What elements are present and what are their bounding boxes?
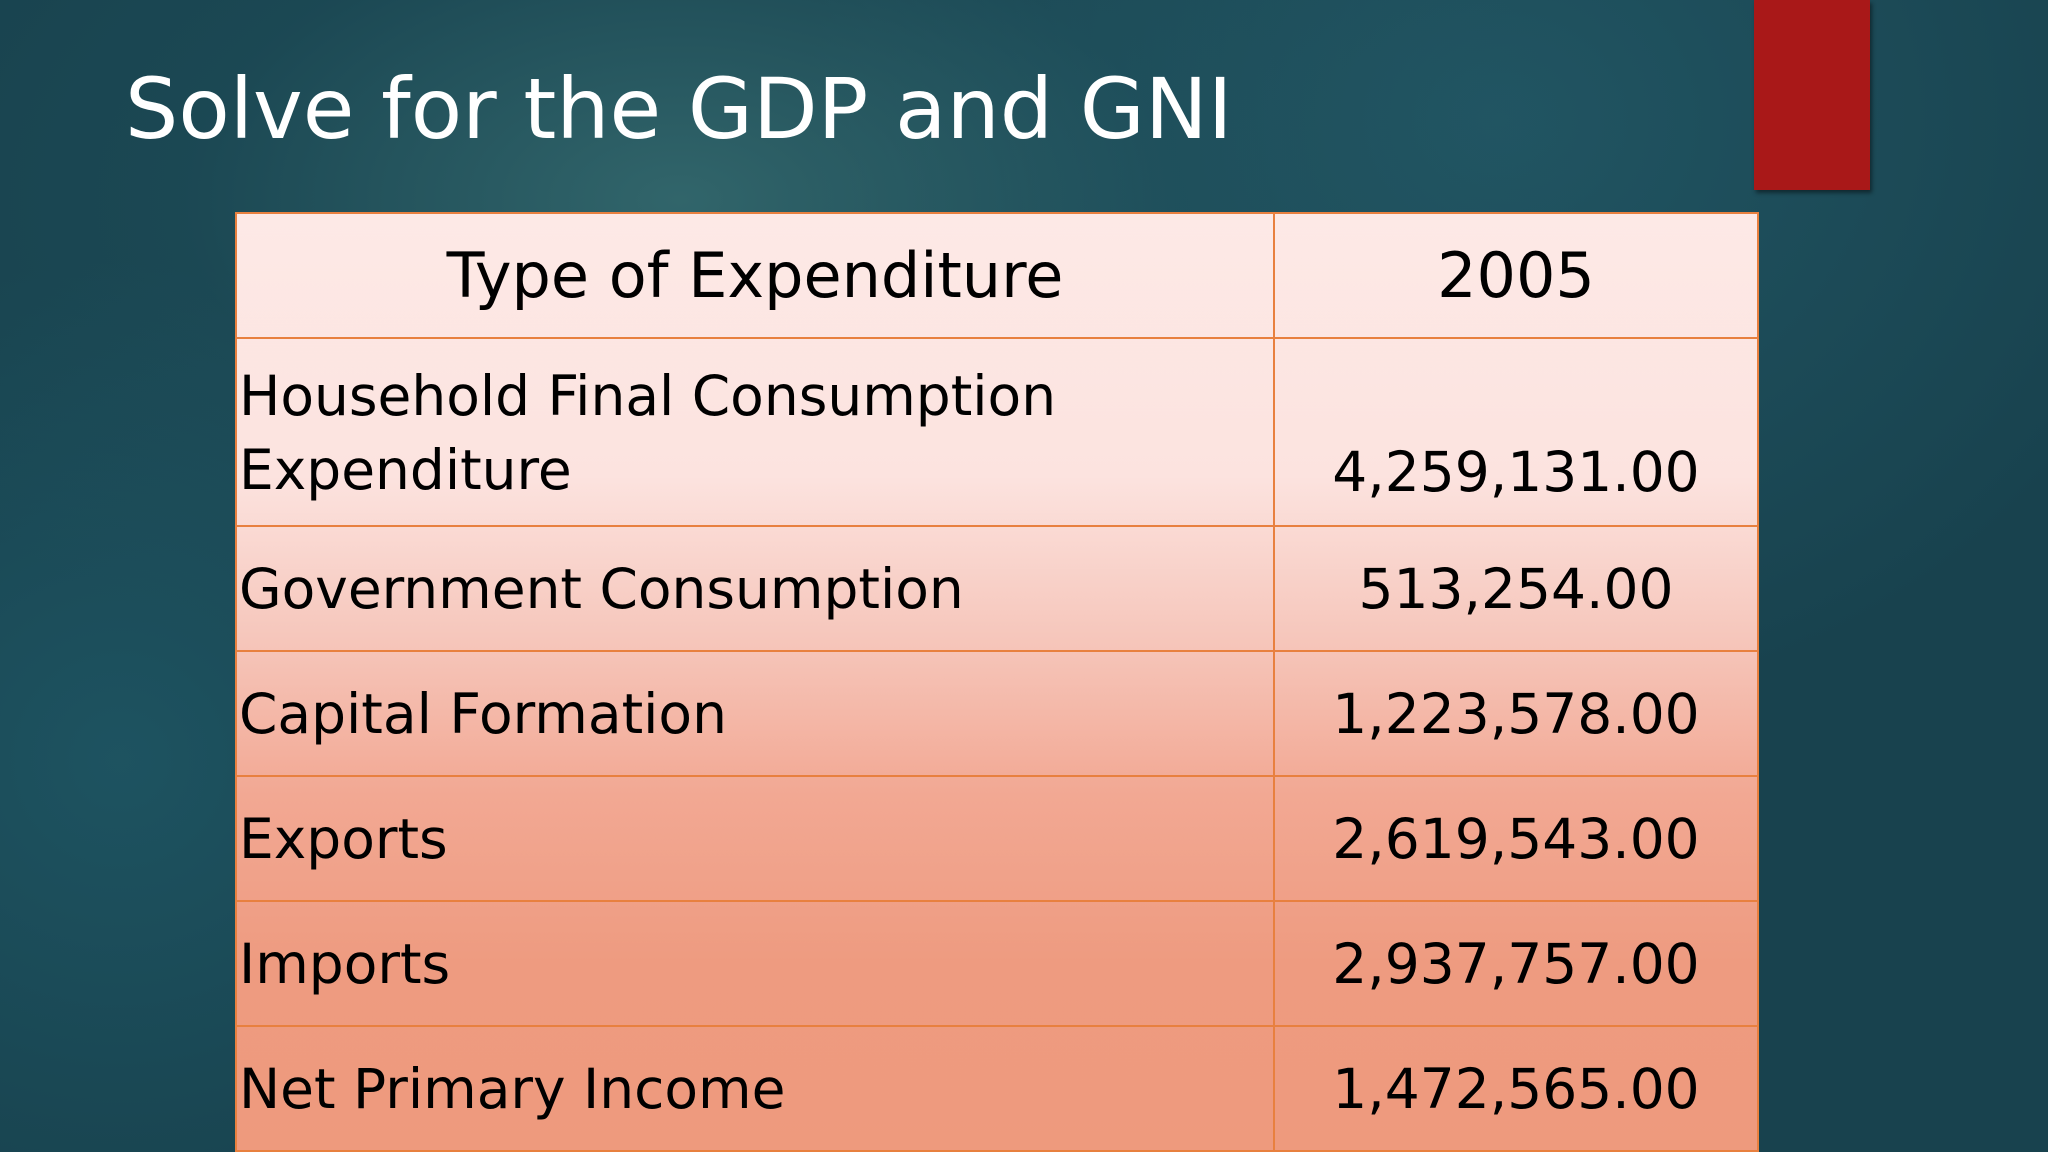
slide-title: Solve for the GDP and GNI [125, 60, 1233, 158]
row-value: 1,223,578.00 [1273, 650, 1759, 777]
table-header-row: Type of Expenditure 2005 [235, 212, 1759, 339]
row-label: Exports [235, 775, 1275, 902]
row-value: 2,937,757.00 [1273, 900, 1759, 1027]
table-row: Capital Formation 1,223,578.00 [235, 650, 1759, 777]
row-value: 1,472,565.00 [1273, 1025, 1759, 1152]
row-label: Imports [235, 900, 1275, 1027]
row-value: 2,619,543.00 [1273, 775, 1759, 902]
table-row: Exports 2,619,543.00 [235, 775, 1759, 902]
expenditure-table: Type of Expenditure 2005 Household Final… [235, 212, 1759, 1152]
row-label: Government Consumption [235, 525, 1275, 652]
row-label: Net Primary Income [235, 1025, 1275, 1152]
table-row: Household Final Consumption Expenditure … [235, 337, 1759, 527]
table-row: Imports 2,937,757.00 [235, 900, 1759, 1027]
header-year: 2005 [1273, 212, 1759, 339]
header-type-of-expenditure: Type of Expenditure [235, 212, 1275, 339]
row-label: Capital Formation [235, 650, 1275, 777]
row-value: 513,254.00 [1273, 525, 1759, 652]
row-label: Household Final Consumption Expenditure [235, 337, 1275, 527]
table-row: Government Consumption 513,254.00 [235, 525, 1759, 652]
accent-bar [1754, 0, 1870, 190]
row-value: 4,259,131.00 [1273, 337, 1759, 527]
table-row: Net Primary Income 1,472,565.00 [235, 1025, 1759, 1152]
